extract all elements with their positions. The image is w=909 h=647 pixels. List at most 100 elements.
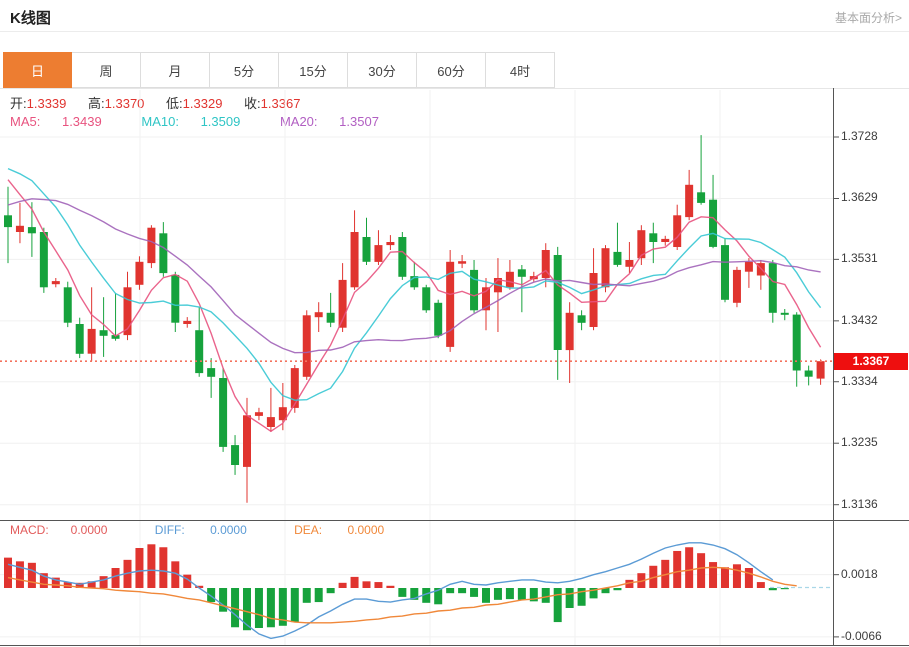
- macd-histogram-bar: [517, 588, 526, 600]
- macd-histogram-bar: [732, 564, 741, 588]
- macd-histogram-bar: [338, 582, 347, 588]
- macd-histogram-bar: [326, 588, 335, 594]
- tab-60min[interactable]: 60分: [417, 52, 486, 88]
- period-tabs: 日 周 月 5分 15分 30分 60分 4时: [3, 52, 555, 88]
- candle-body: [816, 361, 825, 379]
- candle-body: [195, 330, 204, 374]
- macd-histogram-bar: [482, 588, 490, 603]
- candle-body: [697, 192, 706, 203]
- macd-histogram-bar: [458, 588, 467, 594]
- macd-histogram-bar: [756, 582, 765, 588]
- ma20-value: 1.3507: [339, 114, 379, 129]
- ma20-line: [7, 198, 821, 354]
- candle-body: [207, 368, 216, 377]
- macd-histogram-bar: [314, 588, 323, 603]
- macd-histogram-bar: [565, 588, 574, 608]
- candle-body: [601, 248, 610, 288]
- macd-histogram-bar: [446, 588, 455, 594]
- macd-histogram-bar: [768, 588, 777, 591]
- candle-body: [804, 370, 813, 377]
- ma-legend: MA5: 1.3439 MA10: 1.3509 MA20: 1.3507: [10, 114, 415, 129]
- macd-histogram-bar: [697, 553, 706, 588]
- candle-body: [135, 261, 144, 285]
- macd-histogram-bar: [780, 588, 789, 590]
- macd-histogram-bar: [374, 582, 383, 588]
- candle-body: [4, 215, 12, 228]
- macd-histogram-bar: [541, 588, 550, 603]
- candle-body: [63, 287, 72, 323]
- macd-histogram-bar: [661, 559, 670, 588]
- macd-histogram-bar: [278, 588, 287, 626]
- close-value: 1.3367: [260, 96, 301, 111]
- low-value: 1.3329: [182, 96, 223, 111]
- candle-body: [470, 269, 479, 311]
- tab-month[interactable]: 月: [141, 52, 210, 88]
- candle-body: [565, 312, 574, 351]
- candle-body: [685, 184, 694, 218]
- candle-body: [673, 215, 682, 247]
- high-label: 高:: [88, 96, 105, 111]
- macd-histogram-bar: [111, 568, 120, 588]
- candle-body: [147, 227, 156, 264]
- candle-body: [314, 312, 323, 318]
- ma10-value: 1.3509: [200, 114, 241, 129]
- macd-histogram-bar: [207, 588, 216, 603]
- candle-body: [434, 302, 443, 336]
- fundamental-analysis-link[interactable]: 基本面分析>: [834, 11, 902, 25]
- macd-histogram-bar: [4, 557, 12, 588]
- tab-30min[interactable]: 30分: [348, 52, 417, 88]
- macd-legend: MACD: 0.0000 DIFF: 0.0000 DEA: 0.0000: [10, 523, 428, 537]
- ma20-label: MA20:: [279, 114, 318, 129]
- candle-body: [446, 261, 455, 347]
- macd-histogram-bar: [577, 588, 586, 606]
- candle-body: [15, 225, 24, 232]
- macd-histogram-bar: [673, 550, 682, 588]
- candle-body: [577, 315, 586, 323]
- tab-15min[interactable]: 15分: [279, 52, 348, 88]
- candle-body: [661, 238, 670, 242]
- tab-5min[interactable]: 5分: [210, 52, 279, 88]
- candle-body: [732, 269, 741, 303]
- tab-day[interactable]: 日: [3, 52, 72, 88]
- macd-histogram-bar: [589, 588, 598, 599]
- header-bar: K线图 基本面分析>: [0, 0, 909, 32]
- macd-histogram-bar: [422, 588, 431, 603]
- candle-body: [27, 227, 36, 234]
- macd-histogram-bar: [613, 588, 622, 591]
- macd-histogram-bar: [171, 561, 180, 588]
- candle-body: [637, 230, 646, 259]
- macd-histogram-bar: [147, 544, 156, 588]
- macd-histogram-bar: [75, 582, 84, 588]
- candle-body: [709, 199, 718, 247]
- candle-body: [219, 378, 228, 447]
- macd-histogram-bar: [266, 588, 275, 628]
- macd-histogram-bar: [123, 559, 132, 588]
- macd-histogram-bar: [410, 588, 419, 600]
- tabs-underline: [0, 88, 909, 89]
- macd-histogram-bar: [553, 588, 562, 623]
- open-label: 开:: [10, 96, 27, 111]
- macd-histogram-bar: [362, 581, 371, 588]
- candle-body: [326, 312, 335, 323]
- ma10-line: [7, 167, 822, 401]
- candle-body: [266, 417, 275, 427]
- macd-histogram-bar: [302, 588, 311, 603]
- candle-body: [744, 261, 753, 272]
- candle-body: [254, 412, 263, 416]
- candle-body: [482, 287, 490, 311]
- macd-histogram-bar: [505, 588, 514, 600]
- candle-body: [99, 330, 108, 336]
- low-label: 低:: [166, 96, 183, 111]
- ma10-label: MA10:: [141, 114, 179, 129]
- current-price-badge: 1.3367: [834, 353, 908, 370]
- macd-histogram-bar: [685, 547, 694, 588]
- candle-body: [290, 368, 299, 408]
- tab-4hour[interactable]: 4时: [486, 52, 555, 88]
- candle-body: [338, 279, 347, 328]
- candle-body: [350, 232, 359, 288]
- candle-body: [374, 245, 383, 262]
- candle-body: [792, 314, 801, 371]
- candle-body: [625, 260, 634, 267]
- tab-week[interactable]: 周: [72, 52, 141, 88]
